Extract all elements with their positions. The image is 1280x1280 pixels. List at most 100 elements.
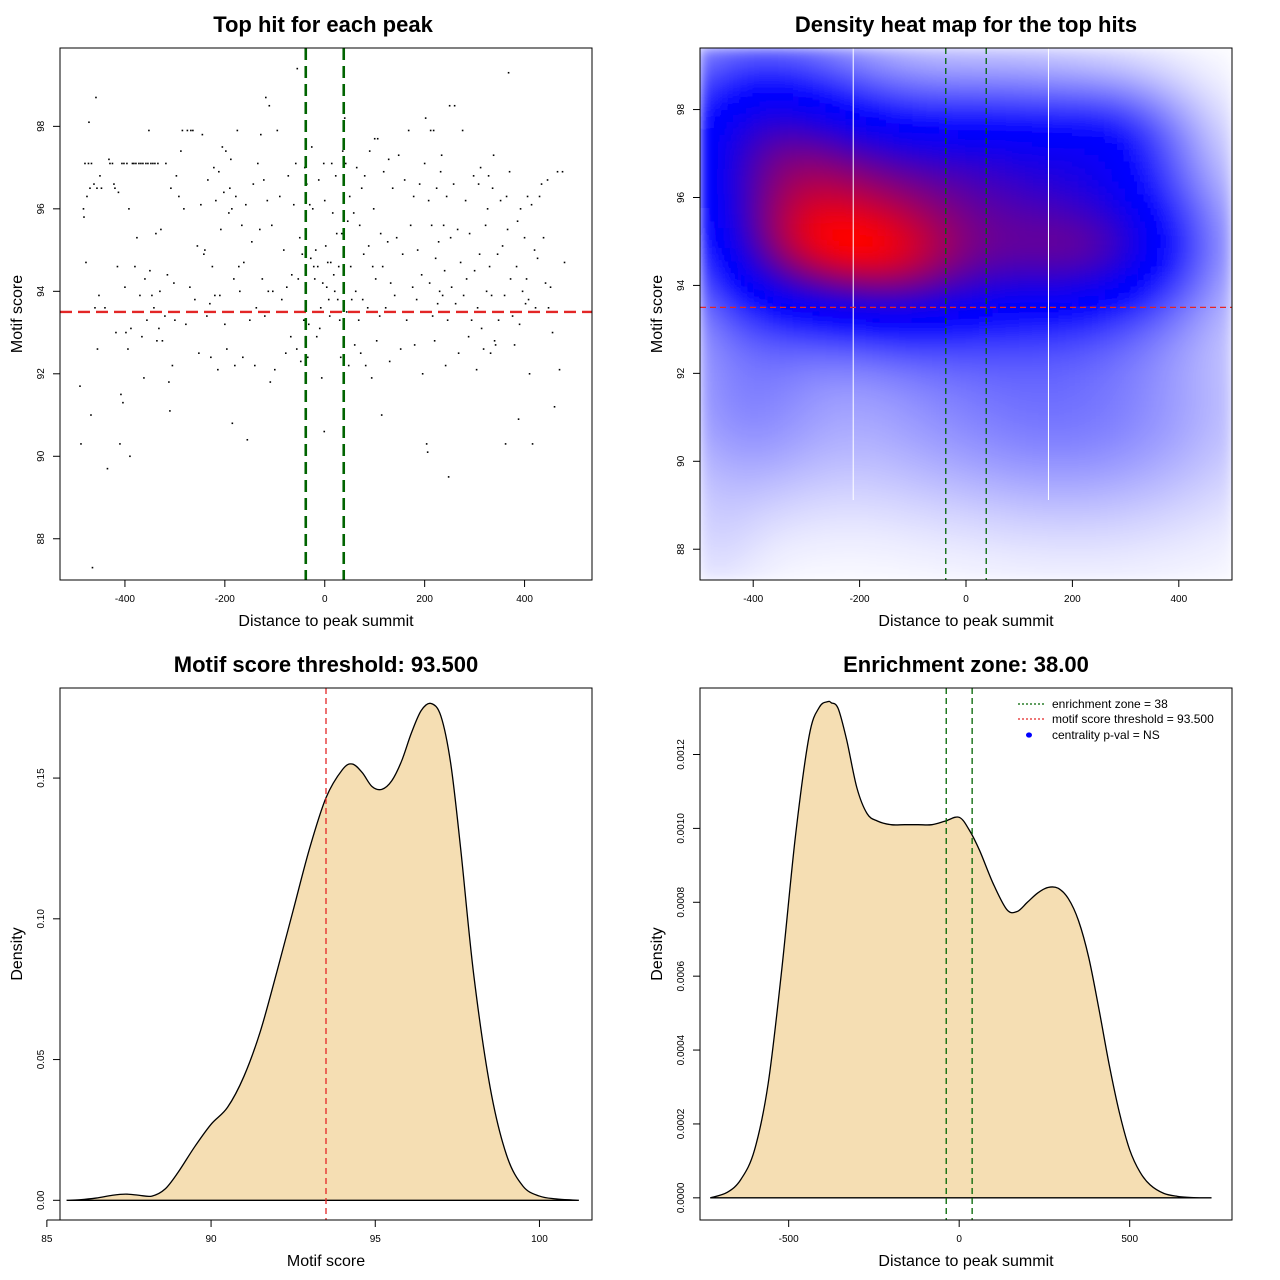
- heat-cell: [1138, 313, 1147, 322]
- heat-cell: [865, 473, 874, 481]
- heat-cell: [852, 313, 861, 322]
- scatter-xlabel: Distance to peak summit: [238, 613, 414, 630]
- heat-cell: [1098, 539, 1107, 548]
- heat-cell: [1211, 406, 1220, 415]
- heat-cell: [759, 240, 767, 248]
- heat-cell: [932, 439, 940, 448]
- heat-cell: [832, 346, 841, 355]
- heat-cell: [958, 360, 967, 368]
- heat-cell: [1091, 360, 1100, 368]
- heat-cell: [785, 526, 794, 534]
- heat-cell: [1078, 572, 1087, 580]
- heat-cell: [1211, 513, 1220, 521]
- heat-cell: [832, 572, 841, 580]
- heat-cell: [1198, 360, 1206, 368]
- heat-cell: [1204, 213, 1213, 222]
- heat-cell: [892, 513, 900, 521]
- heat-cell: [832, 426, 841, 435]
- heat-cell: [1224, 446, 1232, 455]
- heat-cell: [852, 200, 861, 209]
- heat-cell: [932, 313, 940, 322]
- heat-cell: [1091, 406, 1100, 415]
- heat-cell: [1025, 546, 1033, 554]
- heat-cell: [792, 346, 801, 355]
- heat-cell: [1032, 419, 1040, 428]
- heat-cell: [1018, 552, 1027, 561]
- heat-cell: [712, 313, 721, 322]
- heat-cell: [752, 419, 761, 428]
- heat-cell: [1151, 546, 1160, 554]
- heat-cell: [1138, 220, 1147, 229]
- heat-cell: [785, 439, 794, 448]
- heat-cell: [819, 493, 827, 501]
- heat-cell: [792, 513, 801, 521]
- heat-cell: [1191, 433, 1200, 441]
- x-tick-label: 400: [516, 594, 533, 605]
- heat-cell: [785, 340, 794, 348]
- heat-cell: [852, 539, 861, 548]
- heat-cell: [992, 406, 1000, 415]
- heat-cell: [852, 213, 861, 222]
- heat-cell: [892, 526, 900, 534]
- heat-cell: [1184, 446, 1193, 455]
- heat-cell: [952, 306, 960, 315]
- heat-cell: [879, 273, 887, 282]
- heat-cell: [832, 386, 841, 395]
- heat-cell: [925, 446, 934, 455]
- heat-cell: [792, 526, 801, 534]
- heat-cell: [1138, 266, 1147, 275]
- heat-cell: [985, 227, 994, 235]
- heat-cell: [712, 419, 721, 428]
- heat-cell: [785, 207, 794, 215]
- heat-cell: [1045, 446, 1053, 455]
- heat-cell: [832, 453, 841, 461]
- heat-cell: [706, 399, 714, 408]
- scatter-point: [135, 162, 137, 165]
- heat-cell: [1058, 266, 1067, 275]
- heat-cell: [1218, 207, 1226, 215]
- scatter-point: [424, 117, 427, 119]
- heat-cell: [998, 399, 1007, 408]
- scatter-point: [214, 294, 216, 297]
- heat-cell: [812, 260, 821, 268]
- heat-cell: [1125, 566, 1133, 574]
- heat-cell: [832, 380, 841, 388]
- heat-cell: [1178, 453, 1186, 461]
- heat-cell: [1105, 200, 1113, 209]
- heat-cell: [1091, 200, 1100, 209]
- heat-cell: [892, 539, 900, 548]
- heat-cell: [1165, 247, 1173, 255]
- heat-cell: [859, 493, 867, 501]
- heat-cell: [1105, 413, 1113, 421]
- heat-cell: [859, 406, 867, 415]
- heat-cell: [805, 200, 814, 209]
- heat-cell: [1125, 306, 1133, 315]
- heat-cell: [839, 266, 847, 275]
- heat-cell: [1158, 466, 1166, 475]
- heat-cell: [1032, 439, 1040, 448]
- heat-cell: [1038, 380, 1047, 388]
- scatter-point: [553, 405, 556, 408]
- heat-cell: [1098, 493, 1107, 501]
- heat-cell: [1032, 386, 1040, 395]
- heat-cell: [992, 393, 1000, 401]
- heat-cell: [1091, 260, 1100, 268]
- heat-cell: [752, 526, 761, 534]
- heat-cell: [1125, 386, 1133, 395]
- heat-cell: [1125, 506, 1133, 514]
- heat-cell: [905, 506, 914, 514]
- heat-cell: [812, 473, 821, 481]
- heat-cell: [766, 200, 774, 209]
- heat-cell: [1111, 320, 1120, 328]
- heat-cell: [885, 313, 894, 322]
- heat-cell: [905, 313, 914, 322]
- heat-cell: [772, 360, 781, 368]
- heat-cell: [1191, 373, 1200, 381]
- scatter-point: [488, 265, 491, 268]
- heat-cell: [1005, 360, 1014, 368]
- heat-cell: [700, 526, 708, 534]
- heat-cell: [1105, 227, 1113, 235]
- heat-cell: [879, 286, 887, 295]
- heat-cell: [1125, 266, 1133, 275]
- heat-cell: [1158, 346, 1166, 355]
